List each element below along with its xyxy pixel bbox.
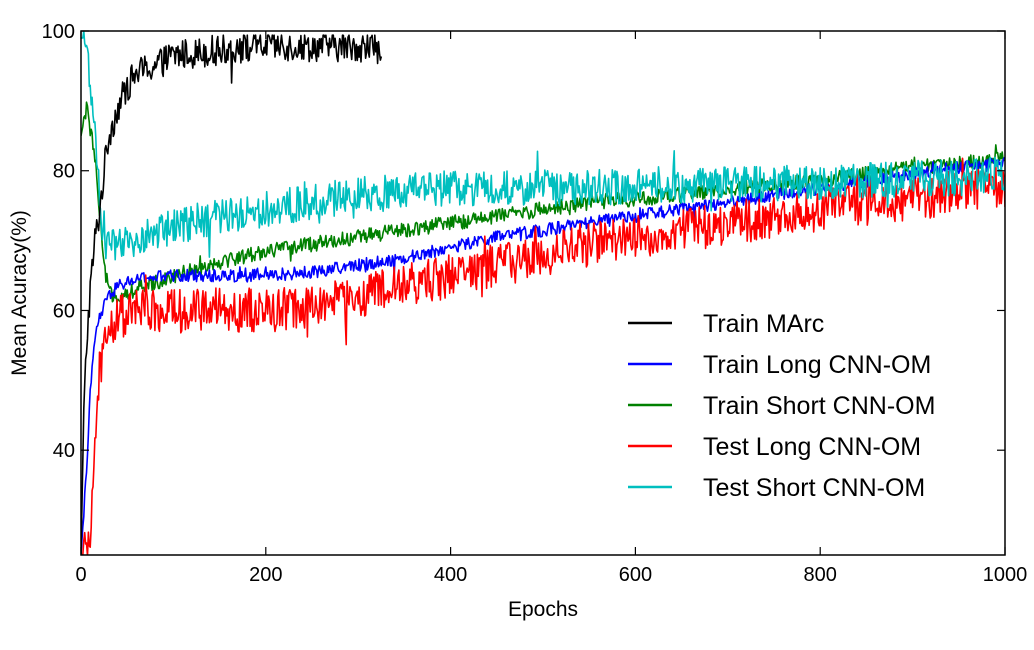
y-tick-label: 100 [42, 21, 75, 43]
x-tick-label: 600 [619, 564, 652, 586]
y-axis-title: Mean Acuracy(%) [8, 210, 31, 376]
legend-label-0: Train MArc [703, 310, 824, 338]
legend-label-4: Test Short CNN-OM [703, 474, 925, 502]
x-axis-title: Epochs [508, 598, 578, 621]
series-line-4 [81, 31, 1005, 261]
legend: Train MArc Train Long CNN-OM Train Short C… [628, 310, 935, 502]
y-tick-label: 40 [53, 440, 75, 462]
x-tick-label: 1000 [983, 564, 1028, 586]
x-tick-label: 200 [249, 564, 282, 586]
plot-frame [80, 30, 1006, 556]
legend-label-1: Train Long CNN-OM [703, 351, 931, 379]
series-line-3 [81, 157, 1005, 555]
x-tick-label: 400 [434, 564, 467, 586]
x-tick-label: 800 [804, 564, 837, 586]
series-line-0 [81, 34, 383, 555]
legend-label-2: Train Short CNN-OM [703, 392, 935, 420]
y-tick-label: 60 [53, 300, 75, 322]
series-line-1 [81, 156, 1005, 555]
x-tick-label: 0 [75, 564, 86, 586]
y-tick-label: 80 [53, 161, 75, 183]
axis-ticks: 0 200 400 600 800 1000 40 60 80 100 [42, 21, 1028, 586]
series-layer [81, 31, 1005, 555]
legend-label-3: Test Long CNN-OM [703, 433, 921, 461]
